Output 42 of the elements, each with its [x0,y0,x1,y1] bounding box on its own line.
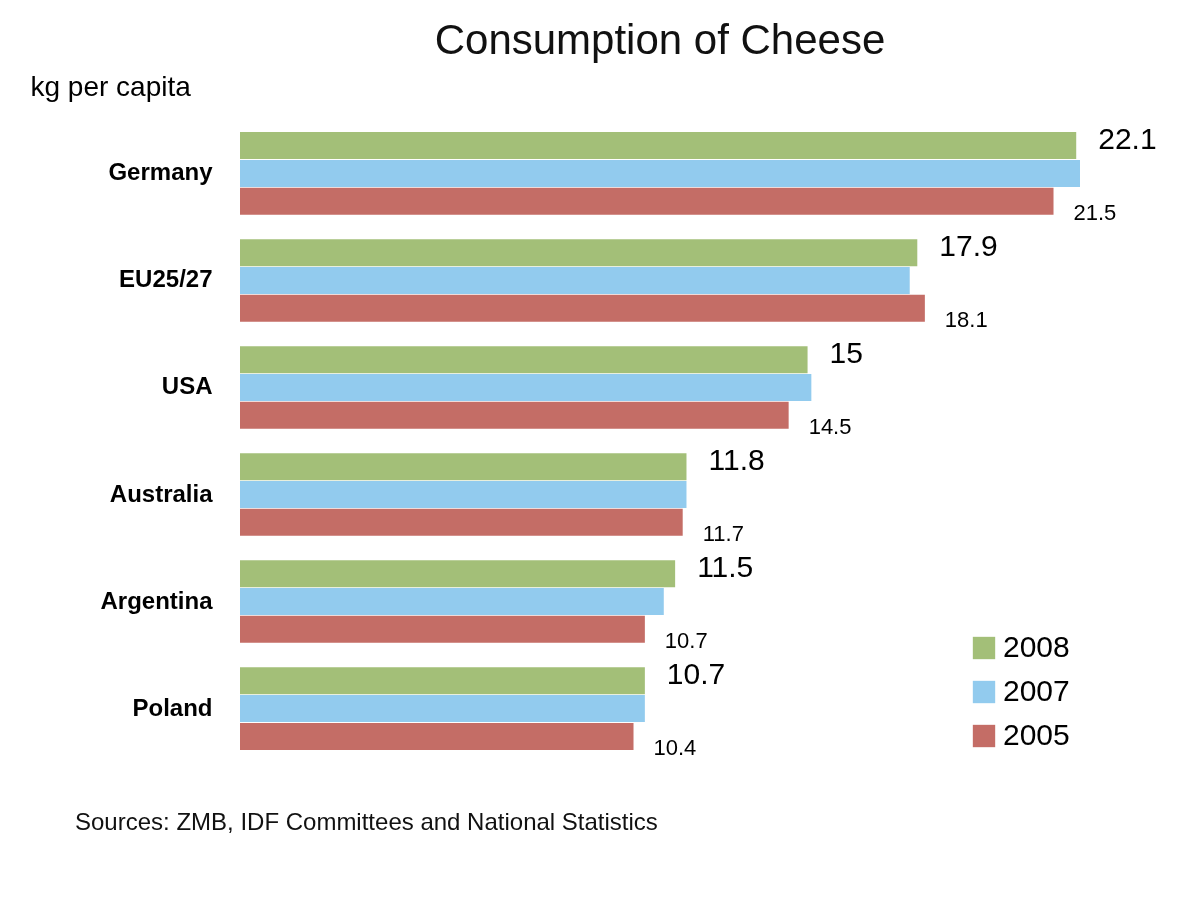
bar [240,481,687,509]
y-tick-label: Australia [109,479,214,507]
source-note: Sources: ZMB, IDF Committees and National Statistics [75,808,658,835]
data-label: 11.7 [702,521,744,547]
y-tick-label: Argentina [100,586,214,614]
data-label: 10.7 [664,628,708,654]
bar [240,453,687,481]
data-label: 15 [829,335,863,369]
bar [240,588,664,616]
data-label: 11.5 [697,549,754,583]
data-label: 14.5 [808,414,852,440]
bar [240,294,925,322]
bar [240,373,812,401]
bar [240,346,808,374]
legend-label: 2007 [1003,674,1070,707]
data-label: 17.9 [939,228,998,262]
bar [240,615,645,643]
data-label: 18.1 [944,307,988,333]
legend-label: 2008 [1003,630,1070,663]
y-tick-label: EU25/27 [119,265,213,293]
bar [240,508,683,536]
bar [240,187,1054,215]
y-tick-label: Germany [108,158,214,186]
x-axis-title: kg per capita [30,70,192,102]
chart-title: Consumption of Cheese [434,16,886,63]
data-label: 10.4 [653,735,697,761]
bar [240,560,676,588]
data-label: 10.7 [666,656,726,690]
bar [240,239,918,267]
bar [240,695,645,723]
legend-label: 2005 [1003,718,1070,751]
bar [240,722,634,750]
data-label: 21.5 [1073,200,1117,226]
y-tick-label: Poland [132,693,213,721]
bar [240,132,1077,160]
bar [240,401,789,429]
bar [240,159,1080,187]
data-label: 11.8 [708,442,765,476]
bar [240,266,910,294]
y-tick-label: USA [161,372,213,400]
bar [240,667,645,695]
data-label: 22.1 [1098,121,1157,155]
